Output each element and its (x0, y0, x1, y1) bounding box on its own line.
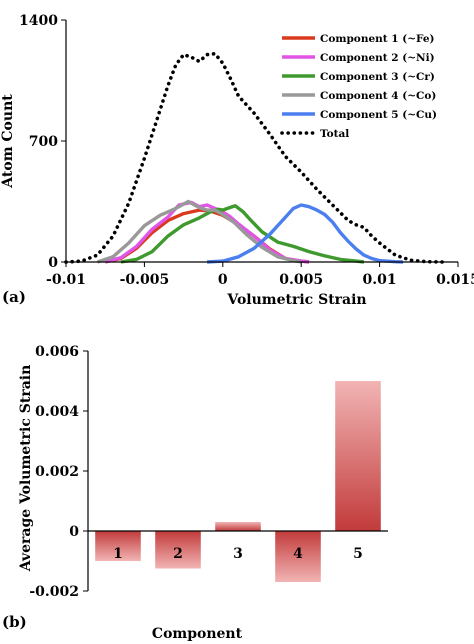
panel-b-label: (b) (2, 613, 27, 631)
legend-label-2: Component 2 (~Ni) (320, 52, 435, 64)
bar-category-label: 3 (233, 546, 243, 562)
a-y-tick-label: 1400 (19, 13, 58, 29)
legend-label-1: Component 1 (~Fe) (320, 33, 435, 45)
legend-label-4: Component 4 (~Co) (320, 90, 436, 102)
b-bars: 1 2 3 4 5 (95, 381, 381, 582)
panel-a-label: (a) (2, 288, 26, 306)
legend-label-3: Component 3 (~Cr) (320, 71, 435, 83)
series-line-2 (104, 200, 310, 264)
b-y-tick-label: 0.004 (35, 404, 79, 420)
bar-category-label: 5 (353, 546, 363, 562)
a-x-tick-label: 0 (218, 272, 228, 288)
b-y-tick-label: 0.006 (35, 344, 79, 360)
b-y-tick-label: -0.002 (29, 584, 79, 600)
bar-category-label: 2 (173, 546, 183, 562)
b-y-tick-label: 0 (69, 524, 79, 540)
series-line-5 (207, 203, 404, 264)
a-curves (64, 51, 445, 264)
a-x-tick-label: 0.015 (436, 272, 474, 288)
bar-2 (155, 531, 201, 569)
panel-b-bar-chart: 1 2 3 4 5 -0.002 0 0.002 0.004 0.006 Component A… (2, 344, 388, 642)
a-x-ticks: -0.01 -0.005 0 0.005 0.01 0.015 (46, 262, 474, 288)
panel-a-line-chart: -0.01 -0.005 0 0.005 0.01 0.015 0 700 1400 Comp… (0, 13, 474, 308)
legend-label-6: Total (320, 128, 349, 140)
bar-category-label: 4 (293, 546, 303, 562)
series-line-3 (120, 204, 365, 264)
bar-4 (275, 531, 321, 582)
b-x-axis-label: Component (152, 626, 243, 642)
a-x-axis-label: Volumetric Strain (226, 292, 366, 308)
a-y-tick-label: 700 (29, 134, 58, 150)
bar-5 (335, 381, 381, 531)
a-x-tick-label: -0.01 (46, 272, 86, 288)
bar-1 (95, 531, 141, 561)
b-y-ticks: -0.002 0 0.002 0.004 0.006 (29, 344, 88, 600)
a-y-ticks: 0 700 1400 (19, 13, 66, 271)
a-legend: Component 1 (~Fe) Component 2 (~Ni) Compon… (280, 33, 437, 140)
bar-category-label: 1 (113, 546, 123, 562)
a-x-tick-label: -0.005 (120, 272, 170, 288)
b-y-tick-label: 0.002 (35, 464, 79, 480)
legend-label-5: Component 5 (~Cu) (320, 109, 437, 121)
a-y-tick-label: 0 (48, 255, 58, 271)
b-y-axis-label: Average Volumetric Strain (18, 365, 34, 573)
series-line-6 (64, 51, 445, 264)
bar-3 (215, 522, 261, 531)
series-line-4 (96, 199, 302, 264)
a-y-axis-label: Atom Count (0, 94, 16, 189)
a-x-tick-label: 0.005 (279, 272, 323, 288)
a-x-tick-label: 0.01 (363, 272, 397, 288)
